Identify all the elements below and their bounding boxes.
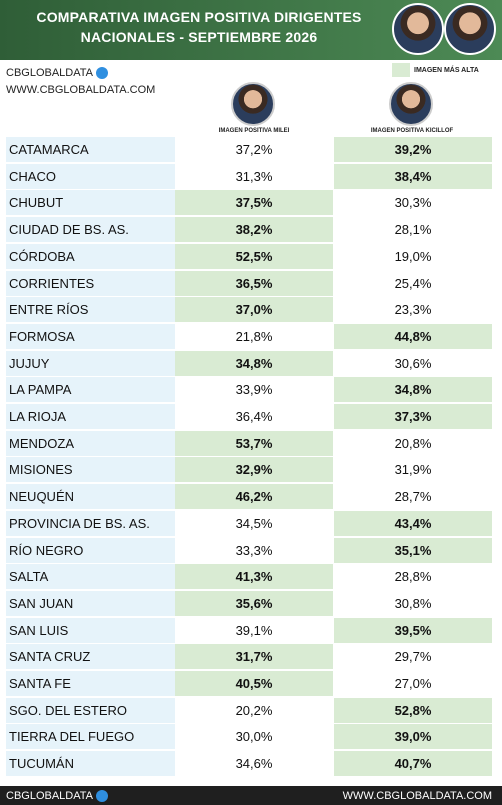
value-cell: 37,5%: [175, 190, 333, 216]
column-header: IMAGEN POSITIVA MILEI: [218, 128, 290, 134]
value-cell: 38,2%: [175, 217, 333, 243]
value-cell: 35,6%: [175, 590, 333, 616]
value-cell: 40,5%: [175, 671, 333, 696]
footer-left: CBGLOBALDATA: [6, 790, 109, 803]
province-name: RÍO NEGRO: [6, 537, 175, 563]
value-cell: 33,3%: [235, 542, 273, 558]
value-cell: 39,2%: [334, 137, 492, 162]
value-cell: 32,9%: [175, 457, 333, 483]
value-cell: 39,0%: [334, 724, 492, 750]
province-name: LA RIOJA: [6, 404, 175, 429]
province-name: SANTA FE: [6, 671, 175, 696]
photo: [444, 3, 496, 55]
value-cell: 52,5%: [175, 243, 333, 269]
province-name: ENTRE RÍOS: [6, 297, 175, 323]
title-line: NACIONALES - SEPTIEMBRE 2026: [80, 29, 318, 45]
value-cell: 34,8%: [334, 377, 492, 403]
value-cell: 39,5%: [334, 617, 492, 643]
value-cell: 34,8%: [175, 350, 333, 376]
province-name: CIUDAD DE BS. AS.: [6, 217, 175, 243]
photo: [392, 3, 444, 55]
value-cell: 27,0%: [394, 676, 432, 691]
value-cell: 38,4%: [334, 163, 492, 189]
value-cell: 43,4%: [334, 510, 492, 536]
province-name: SALTA: [6, 564, 175, 590]
province-name: SANTA CRUZ: [6, 644, 175, 670]
province-name: NEUQUÉN: [6, 484, 175, 510]
footer-brand: CBGLOBALDATA: [6, 790, 94, 802]
value-cell: 30,6%: [394, 355, 432, 371]
legend-swatch: [392, 63, 410, 77]
province-name: TIERRA DEL FUEGO: [6, 724, 175, 750]
value-cell: 20,8%: [394, 435, 432, 451]
value-cell: 52,8%: [334, 697, 492, 723]
value-cell: 36,4%: [235, 409, 273, 424]
province-name: SAN LUIS: [6, 617, 175, 643]
legend-label: IMAGEN MÁS ALTA: [414, 67, 479, 74]
brand-url: WWW.CBGLOBALDATA.COM: [6, 84, 156, 96]
value-cell: 28,7%: [394, 489, 432, 505]
province-name: FORMOSA: [6, 323, 175, 349]
province-name: CATAMARCA: [6, 137, 175, 162]
value-cell: 30,3%: [394, 195, 432, 211]
province-name: TUCUMÁN: [6, 751, 175, 777]
value-cell: 34,5%: [235, 515, 273, 531]
value-cell: 39,1%: [235, 622, 273, 638]
province-name: CORRIENTES: [6, 270, 175, 296]
value-cell: 25,4%: [394, 275, 432, 291]
value-cell: 37,0%: [175, 297, 333, 323]
value-cell: 33,9%: [235, 382, 273, 398]
value-cell: 31,7%: [175, 644, 333, 670]
value-cell: 41,3%: [175, 564, 333, 590]
title-line: COMPARATIVA IMAGEN POSITIVA DIRIGENTES: [36, 9, 362, 25]
province-name: CHACO: [6, 163, 175, 189]
value-cell: 36,5%: [175, 270, 333, 296]
province-name: PROVINCIA DE BS. AS.: [6, 510, 175, 536]
value-cell: 28,1%: [394, 222, 432, 238]
province-name: MENDOZA: [6, 430, 175, 456]
province-name: SAN JUAN: [6, 590, 175, 616]
value-cell: 19,0%: [394, 248, 432, 264]
verified-icon: [96, 790, 109, 803]
value-cell: 46,2%: [175, 484, 333, 510]
province-name: SGO. DEL ESTERO: [6, 697, 175, 723]
footer-right: WWW.CBGLOBALDATA.COM: [342, 790, 492, 802]
photo: [389, 82, 433, 126]
verified-icon: [96, 67, 109, 80]
value-cell: 30,0%: [235, 729, 273, 745]
value-cell: 29,7%: [394, 649, 432, 665]
value-cell: 28,8%: [394, 569, 432, 585]
province-name: CHUBUT: [6, 190, 175, 216]
brand-name: CBGLOBALDATA: [6, 67, 94, 79]
column-header: IMAGEN POSITIVA KICILLOF: [370, 128, 454, 134]
value-cell: 31,9%: [394, 462, 432, 478]
province-name: JUJUY: [6, 350, 175, 376]
value-cell: 35,1%: [334, 537, 492, 563]
value-cell: 37,3%: [334, 404, 492, 429]
province-name: LA PAMPA: [6, 377, 175, 403]
value-cell: 34,6%: [235, 756, 273, 772]
brand-row: CBGLOBALDATA: [6, 67, 109, 80]
value-cell: 23,3%: [394, 302, 432, 318]
value-cell: 53,7%: [175, 430, 333, 456]
footer-bar: [0, 786, 502, 805]
value-cell: 30,8%: [394, 595, 432, 611]
value-cell: 40,7%: [334, 751, 492, 777]
province-name: CÓRDOBA: [6, 243, 175, 269]
value-cell: 44,8%: [334, 323, 492, 349]
province-name: MISIONES: [6, 457, 175, 483]
value-cell: 37,2%: [235, 142, 273, 157]
value-cell: 20,2%: [235, 702, 273, 718]
value-cell: 31,3%: [235, 168, 273, 184]
photo: [231, 82, 275, 126]
value-cell: 21,8%: [235, 328, 273, 344]
